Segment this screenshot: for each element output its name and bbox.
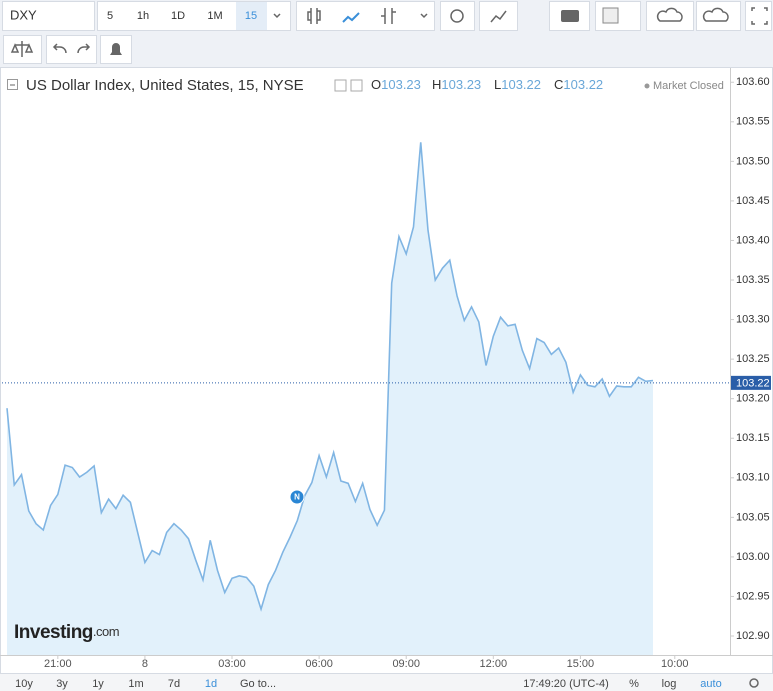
last-price-label: 103.22 [736, 377, 770, 389]
x-tick-label: 8 [142, 658, 148, 670]
y-tick-label: 103.25 [736, 353, 770, 365]
range-button[interactable]: 3y [56, 678, 68, 690]
y-tick-label: 103.15 [736, 432, 770, 444]
ohlc-value: 103.23 [381, 77, 421, 92]
watermark-name: Investing [14, 622, 93, 643]
dropdown-arrow [273, 13, 281, 19]
y-tick-label: 103.45 [736, 195, 770, 207]
interval-button[interactable]: 1M [207, 10, 222, 22]
scale-option[interactable]: auto [700, 678, 721, 690]
x-tick-label: 10:00 [661, 658, 689, 670]
x-tick-label: 12:00 [480, 658, 508, 670]
range-button[interactable]: 7d [168, 678, 180, 690]
indicators-button[interactable] [479, 1, 518, 31]
x-tick-label: 06:00 [305, 658, 333, 670]
y-tick-label: 103.20 [736, 393, 770, 405]
range-button[interactable]: 1m [128, 678, 143, 690]
goto-button[interactable]: Go to... [240, 678, 276, 690]
event-marker[interactable] [289, 489, 305, 505]
x-tick-label: 21:00 [44, 658, 72, 670]
ohlc-item: C103.22 [554, 77, 603, 92]
indicators-icon [490, 10, 507, 23]
ohlc-item: O103.23 [371, 77, 421, 92]
scale-icon [10, 41, 34, 57]
bars-icon [381, 8, 396, 24]
symbol: DXY [10, 7, 37, 22]
range-button[interactable]: 1y [92, 678, 104, 690]
scale-option[interactable]: % [629, 678, 639, 690]
load-button[interactable] [646, 1, 694, 31]
interval-button[interactable]: 15 [245, 10, 257, 22]
footer-bg [0, 674, 773, 691]
ohlc-item: H103.23 [432, 77, 481, 92]
cloud-icon [656, 7, 683, 22]
fullscreen-button[interactable] [745, 1, 772, 31]
cloud-icon [702, 7, 729, 22]
camera-icon [561, 10, 579, 22]
y-tick-label: 103.30 [736, 313, 770, 325]
event-marker-label: N [294, 493, 300, 502]
y-tick-label: 103.60 [736, 76, 770, 88]
y-tick-label: 103.35 [736, 274, 770, 286]
gear-icon [450, 9, 464, 23]
ohlc-label: O [371, 77, 381, 92]
range-button[interactable]: 10y [15, 678, 33, 690]
candles-icon [307, 8, 321, 24]
alert-button[interactable] [100, 35, 132, 64]
settings-button[interactable] [440, 1, 475, 31]
ohlc-label: H [432, 77, 441, 92]
y-tick-label: 103.05 [736, 511, 770, 523]
x-tick-label: 09:00 [392, 658, 420, 670]
template-icon [602, 7, 619, 24]
undo-redo[interactable] [46, 35, 97, 64]
interval-button[interactable]: 1D [171, 10, 185, 22]
y-tick-label: 103.55 [736, 116, 770, 128]
legend-icon [334, 79, 347, 92]
y-tick-label: 103.40 [736, 234, 770, 246]
ohlc-label: C [554, 77, 563, 92]
chart-title: US Dollar Index, United States, 15, NYSE [26, 77, 304, 94]
market-status: Market Closed [653, 80, 724, 92]
y-tick-label: 103.10 [736, 472, 770, 484]
interval-button[interactable]: 1h [137, 10, 149, 22]
y-tick-label: 102.90 [736, 630, 770, 642]
dropdown-arrow [420, 13, 428, 19]
area [7, 142, 653, 655]
y-tick-label: 103.00 [736, 551, 770, 563]
undo-redo-icon [52, 43, 91, 54]
ohlc-label: L [494, 77, 501, 92]
interval-button[interactable]: 5 [107, 10, 113, 22]
footer-settings[interactable] [749, 678, 759, 688]
x-tick-label: 03:00 [218, 658, 246, 670]
price-line [6, 142, 654, 612]
legend-icon [350, 79, 363, 92]
watermark-suffix: .com [93, 624, 119, 639]
y-tick-label: 102.95 [736, 590, 770, 602]
ohlc-value: 103.22 [563, 77, 603, 92]
symbol-input[interactable] [2, 1, 95, 31]
plot [6, 142, 654, 655]
clock: 17:49:20 (UTC-4) [523, 678, 609, 690]
scale-option[interactable]: log [662, 678, 677, 690]
ohlc-value: 103.22 [501, 77, 541, 92]
range-button[interactable]: 1d [205, 678, 217, 690]
last-price-box [731, 375, 771, 390]
ohlc-item: L103.22 [494, 77, 541, 92]
watermark: Investing.com [14, 622, 119, 643]
status-dot [644, 83, 650, 89]
save-button[interactable] [696, 1, 741, 31]
fullscreen-icon [751, 7, 768, 25]
line-icon [342, 12, 360, 23]
ohlc-value: 103.23 [441, 77, 481, 92]
bell-icon [110, 43, 122, 55]
y-tick-label: 103.50 [736, 155, 770, 167]
interval-active-bg [236, 2, 267, 30]
x-tick-label: 15:00 [567, 658, 595, 670]
